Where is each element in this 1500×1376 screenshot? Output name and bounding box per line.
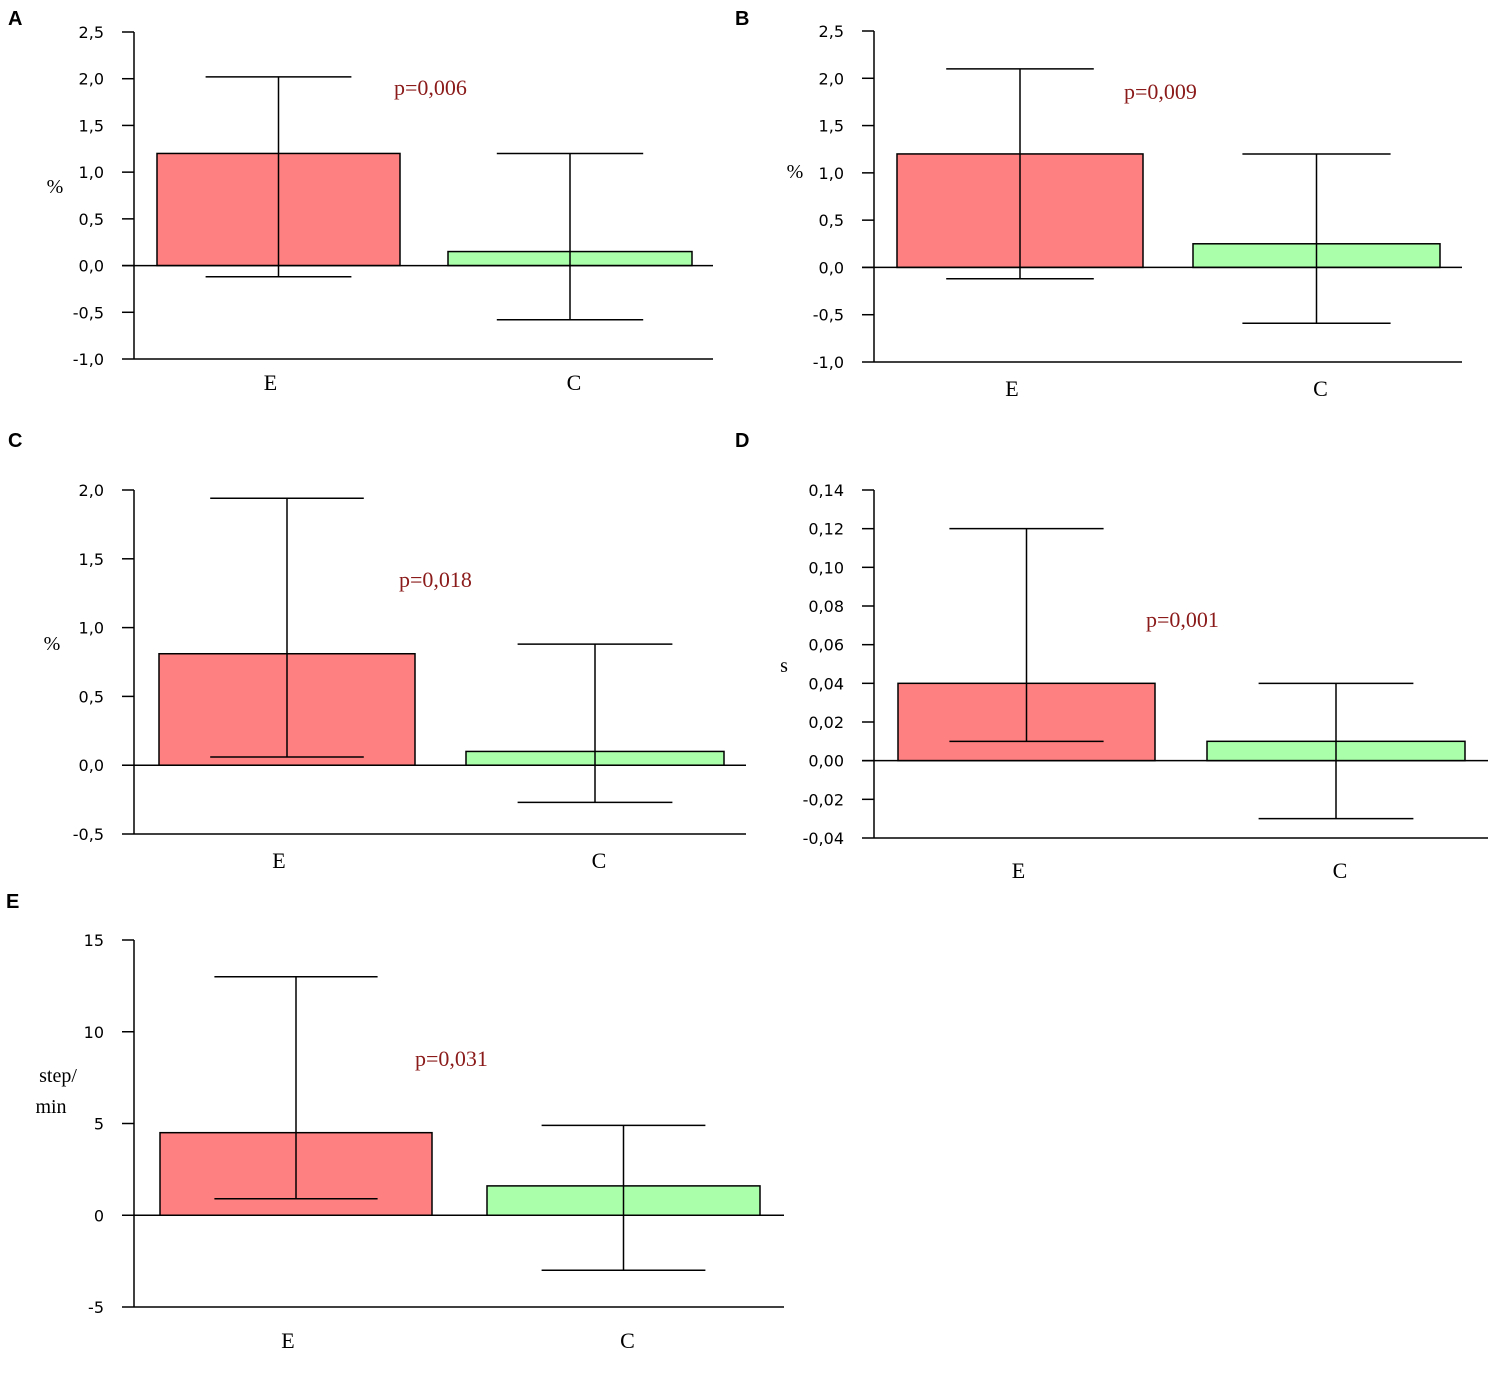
y-axis-label-line: step/ (39, 1065, 77, 1087)
y-tick-label: 0,5 (819, 211, 844, 230)
y-tick-label: 1,5 (79, 550, 104, 569)
p-value-annotation: p=0,009 (1124, 79, 1197, 104)
category-label: E (264, 370, 277, 395)
category-label: E (281, 1328, 294, 1353)
y-tick-label: 2,0 (79, 481, 104, 500)
y-axis-label: % (47, 176, 64, 198)
y-tick-label: -0,5 (73, 825, 104, 844)
panel-letter: D (735, 430, 749, 452)
category-label: C (1313, 376, 1328, 401)
category-label: C (620, 1328, 635, 1353)
y-axis-label-line: min (35, 1096, 66, 1118)
y-tick-label: 0,14 (808, 481, 844, 500)
p-value-annotation: p=0,018 (399, 567, 472, 592)
panel-letter: E (6, 891, 19, 913)
y-axis-label: step/min (35, 1065, 77, 1118)
y-tick-label: -0,5 (813, 306, 844, 325)
category-label: E (1012, 858, 1025, 883)
y-tick-label: 0 (94, 1206, 104, 1225)
y-tick-label: 0,0 (819, 258, 844, 277)
y-tick-label: 1,5 (79, 116, 104, 135)
y-tick-label: 5 (94, 1115, 104, 1134)
category-label: E (1005, 376, 1018, 401)
y-axis-label: % (787, 161, 804, 183)
y-tick-label: -1,0 (813, 353, 844, 372)
y-tick-label: 1,5 (819, 117, 844, 136)
y-tick-label: -1,0 (73, 350, 104, 369)
y-tick-label: 15 (84, 931, 104, 950)
y-tick-label: 0,06 (808, 636, 844, 655)
y-tick-label: 0,5 (79, 210, 104, 229)
y-tick-label: 1,0 (819, 164, 844, 183)
y-tick-label: 10 (84, 1023, 104, 1042)
panel-c: C -0,5 0,0 0,5 1,0 1,5 2,0 E C% p=0,018 (8, 430, 746, 873)
y-tick-label: 2,5 (79, 23, 104, 42)
category-label: C (567, 370, 582, 395)
panel-a: A -1,0 -0,5 0,0 0,5 1,0 1,5 2,0 2,5 E C% p=0,006 (8, 8, 713, 395)
y-tick-label: 0,08 (808, 597, 844, 616)
y-tick-label: 0,04 (808, 674, 844, 693)
y-tick-label: 2,0 (819, 69, 844, 88)
panel-letter: C (8, 430, 22, 452)
y-tick-label: 0,0 (79, 756, 104, 775)
p-value-annotation: p=0,006 (394, 75, 467, 100)
category-label: C (1333, 858, 1348, 883)
panel-d: D -0,04 -0,02 0,00 0,02 0,04 0,06 0,08 0,10 0,12 0… (735, 430, 1488, 883)
y-tick-label: -0,5 (73, 303, 104, 322)
y-tick-label: 1,0 (79, 619, 104, 638)
panel-b: B -1,0 -0,5 0,0 0,5 1,0 1,5 2,0 2,5 E C% p=0,009 (735, 8, 1462, 401)
y-tick-label: 0,00 (808, 752, 844, 771)
y-tick-label: -0,04 (803, 829, 844, 848)
p-value-annotation: p=0,031 (415, 1046, 488, 1071)
category-label: E (272, 848, 285, 873)
y-tick-label: 1,0 (79, 163, 104, 182)
y-tick-label: -0,02 (803, 790, 844, 809)
y-tick-label: 0,02 (808, 713, 844, 732)
y-tick-label: 0,10 (808, 558, 844, 577)
panel-letter: A (8, 8, 22, 30)
y-tick-label: 0,12 (808, 520, 844, 539)
p-value-annotation: p=0,001 (1146, 607, 1219, 632)
y-tick-label: 2,0 (79, 70, 104, 89)
panel-letter: B (735, 8, 749, 30)
y-axis-label: s (780, 655, 788, 677)
y-tick-label: 2,5 (819, 22, 844, 41)
y-axis-label: % (44, 633, 61, 655)
y-tick-label: 0,0 (79, 257, 104, 276)
category-label: C (592, 848, 607, 873)
y-tick-label: -5 (88, 1298, 104, 1317)
y-tick-label: 0,5 (79, 687, 104, 706)
